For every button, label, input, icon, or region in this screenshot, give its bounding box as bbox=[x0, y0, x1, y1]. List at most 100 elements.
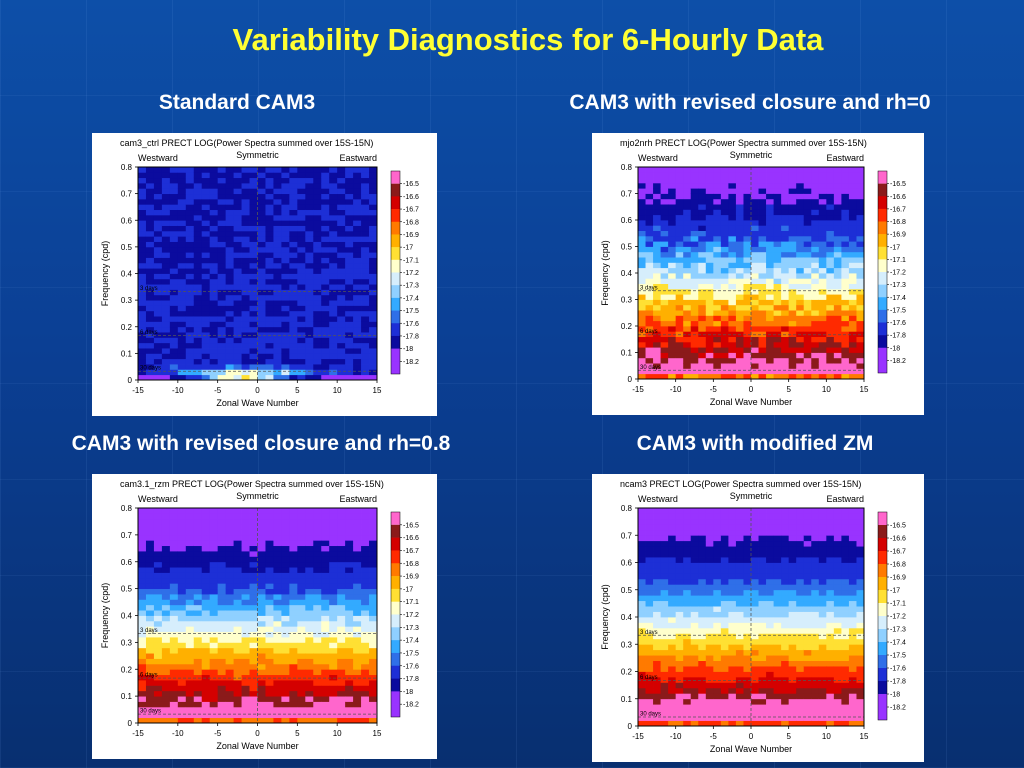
heatmap-cell bbox=[720, 655, 729, 661]
heatmap-cell bbox=[660, 666, 669, 672]
heatmap-cell bbox=[321, 167, 330, 173]
heatmap-cell bbox=[169, 353, 179, 360]
heatmap-cell bbox=[185, 513, 195, 520]
heatmap-cell bbox=[675, 182, 684, 189]
heatmap-cell bbox=[145, 198, 155, 205]
heatmap-cell bbox=[193, 294, 203, 301]
heatmap-cell bbox=[668, 235, 677, 242]
heatmap-cell bbox=[675, 715, 684, 721]
heatmap-cell bbox=[337, 188, 346, 195]
heatmap-cell bbox=[720, 666, 729, 672]
heatmap-cell bbox=[683, 225, 692, 231]
heatmap-cell bbox=[217, 294, 227, 301]
heatmap-cell bbox=[233, 594, 242, 600]
heatmap-cell bbox=[690, 177, 699, 184]
heatmap-cell bbox=[265, 358, 274, 365]
heatmap-cell bbox=[233, 348, 242, 354]
heatmap-cell bbox=[289, 631, 298, 638]
heatmap-cell bbox=[161, 241, 171, 248]
heatmap-cell bbox=[265, 289, 274, 296]
heatmap-cell bbox=[818, 655, 827, 661]
heatmap-cell bbox=[161, 193, 171, 200]
heatmap-cell bbox=[177, 647, 187, 654]
heatmap-cell bbox=[249, 342, 258, 349]
heatmap-cell bbox=[233, 167, 242, 173]
heatmap-cell bbox=[705, 373, 714, 380]
heatmap-cell bbox=[153, 305, 163, 312]
heatmap-cell bbox=[209, 518, 219, 525]
heatmap-cell bbox=[233, 262, 242, 269]
heatmap-cell bbox=[833, 341, 842, 348]
heatmap-cell bbox=[653, 220, 661, 226]
heatmap-cell bbox=[818, 283, 827, 290]
heatmap-cell bbox=[329, 567, 338, 573]
heatmap-cell bbox=[803, 294, 812, 300]
heatmap-cell bbox=[728, 251, 737, 258]
heatmap-cell bbox=[305, 193, 314, 200]
heatmap-cell bbox=[645, 193, 654, 200]
heatmap-cell bbox=[788, 251, 797, 258]
heatmap-cell bbox=[660, 182, 669, 189]
heatmap-cell bbox=[225, 225, 234, 232]
heatmap-cell bbox=[833, 198, 842, 205]
heatmap-cell bbox=[705, 508, 714, 514]
heatmap-cell bbox=[841, 709, 850, 716]
heatmap-cell bbox=[169, 524, 179, 530]
heatmap-cell bbox=[185, 374, 195, 381]
heatmap-cell bbox=[803, 633, 812, 640]
heatmap-cell bbox=[720, 283, 729, 290]
heatmap-cell bbox=[241, 513, 250, 520]
heatmap-cell bbox=[177, 358, 187, 365]
heatmap-cell bbox=[841, 687, 850, 694]
heatmap-cell bbox=[841, 315, 850, 322]
heatmap-cell bbox=[313, 374, 322, 381]
heatmap-cell bbox=[145, 230, 155, 237]
heatmap-cell bbox=[289, 348, 298, 354]
heatmap-cell bbox=[743, 704, 752, 711]
heatmap-cell bbox=[265, 577, 274, 584]
region-label-westward: Westward bbox=[638, 494, 678, 504]
heatmap-cell bbox=[273, 348, 282, 354]
heatmap-cell bbox=[683, 373, 692, 380]
y-tick-label: 0.1 bbox=[621, 349, 633, 358]
heatmap-cell bbox=[833, 709, 842, 716]
heatmap-cell bbox=[321, 310, 330, 317]
heatmap-cell bbox=[289, 257, 298, 264]
heatmap-cell bbox=[225, 342, 234, 349]
heatmap-cell bbox=[369, 701, 378, 708]
heatmap-cell bbox=[225, 204, 234, 211]
heatmap-cell bbox=[265, 321, 274, 328]
heatmap-cell bbox=[773, 347, 782, 353]
heatmap-cell bbox=[705, 644, 714, 651]
heatmap-cell bbox=[161, 594, 171, 600]
region-label-westward: Westward bbox=[638, 153, 678, 163]
heatmap-cell bbox=[353, 610, 362, 616]
heatmap-cell bbox=[735, 666, 744, 672]
heatmap-cell bbox=[683, 666, 692, 672]
heatmap-cell bbox=[773, 177, 782, 184]
heatmap-cell bbox=[705, 336, 714, 343]
heatmap-cell bbox=[758, 682, 767, 689]
heatmap-cell bbox=[161, 663, 171, 670]
heatmap-cell bbox=[241, 561, 250, 568]
heatmap-cell bbox=[321, 556, 330, 563]
heatmap-cell bbox=[653, 230, 661, 237]
heatmap-cell bbox=[848, 198, 857, 205]
colorbar-swatch bbox=[878, 309, 887, 323]
heatmap-cell bbox=[345, 193, 354, 200]
heatmap-cell bbox=[856, 315, 865, 322]
heatmap-cell bbox=[743, 622, 752, 629]
heatmap-cell bbox=[353, 204, 362, 211]
heatmap-cell bbox=[660, 644, 669, 651]
heatmap-cell bbox=[153, 637, 163, 643]
heatmap-cell bbox=[345, 610, 354, 616]
heatmap-cell bbox=[177, 337, 187, 344]
heatmap-cell bbox=[811, 310, 820, 316]
heatmap-cell bbox=[683, 326, 692, 332]
heatmap-cell bbox=[273, 588, 282, 595]
heatmap-cell bbox=[153, 182, 163, 189]
heatmap-cell bbox=[818, 220, 827, 226]
heatmap-cell bbox=[773, 368, 782, 375]
heatmap-cell bbox=[217, 209, 227, 216]
heatmap-cell bbox=[361, 647, 370, 654]
